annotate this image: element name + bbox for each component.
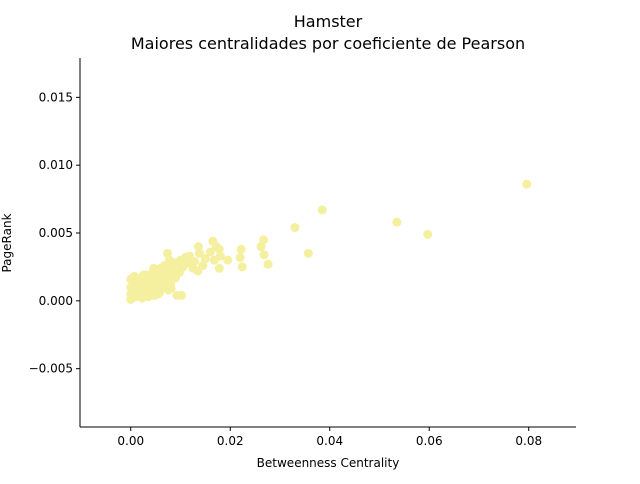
x-axis-label: Betweenness Centrality bbox=[257, 456, 400, 470]
y-tick-label-4: 0.015 bbox=[39, 90, 73, 104]
data-point-0-36 bbox=[172, 290, 182, 300]
data-point-0-1 bbox=[317, 205, 327, 215]
data-point-0-8 bbox=[259, 250, 269, 260]
data-point-0-43 bbox=[163, 248, 173, 258]
chart-subtitle: Maiores centralidades por coeficiente de… bbox=[131, 34, 525, 53]
y-axis-ticks: −0.005 0.000 0.005 0.010 0.015 bbox=[29, 90, 80, 376]
data-points bbox=[126, 179, 532, 304]
data-point-0-21 bbox=[200, 254, 210, 264]
x-tick-label-4: 0.08 bbox=[515, 434, 542, 448]
x-tick-label-2: 0.04 bbox=[316, 434, 343, 448]
x-axis-ticks: 0.00 0.02 0.04 0.06 0.08 bbox=[117, 427, 542, 448]
data-point-0-17 bbox=[208, 236, 218, 246]
data-point-0-113 bbox=[141, 270, 151, 280]
data-point-0-109 bbox=[132, 275, 142, 285]
x-tick-label-1: 0.02 bbox=[217, 434, 244, 448]
data-point-0-23 bbox=[193, 242, 203, 252]
x-tick-label-0: 0.00 bbox=[117, 434, 144, 448]
data-point-0-5 bbox=[303, 248, 313, 258]
data-point-0-107 bbox=[171, 273, 181, 283]
data-point-0-119 bbox=[153, 289, 163, 299]
data-point-0-18 bbox=[209, 255, 219, 265]
data-point-0-3 bbox=[423, 229, 433, 239]
data-point-0-7 bbox=[256, 242, 266, 252]
data-point-0-105 bbox=[166, 284, 176, 294]
x-tick-label-3: 0.06 bbox=[416, 434, 443, 448]
y-tick-label-2: 0.005 bbox=[39, 226, 73, 240]
data-point-0-12 bbox=[237, 262, 247, 272]
y-tick-label-0: −0.005 bbox=[29, 362, 73, 376]
y-tick-label-3: 0.010 bbox=[39, 158, 73, 172]
data-point-0-13 bbox=[223, 255, 233, 265]
data-point-0-19 bbox=[214, 263, 224, 273]
data-point-0-2 bbox=[392, 217, 402, 227]
data-point-0-4 bbox=[290, 223, 300, 233]
data-point-0-9 bbox=[263, 259, 273, 269]
y-axis-label: PageRank bbox=[0, 213, 14, 272]
data-point-0-11 bbox=[235, 252, 245, 262]
data-point-0-6 bbox=[259, 235, 269, 245]
data-point-0-24 bbox=[194, 248, 204, 258]
chart-title: Hamster bbox=[294, 12, 363, 31]
data-point-0-118 bbox=[151, 270, 161, 280]
data-point-0-27 bbox=[188, 263, 198, 273]
data-point-0-10 bbox=[236, 244, 246, 254]
y-tick-label-1: 0.000 bbox=[39, 294, 73, 308]
data-point-0-20 bbox=[205, 247, 215, 257]
data-point-0-0 bbox=[522, 179, 532, 189]
